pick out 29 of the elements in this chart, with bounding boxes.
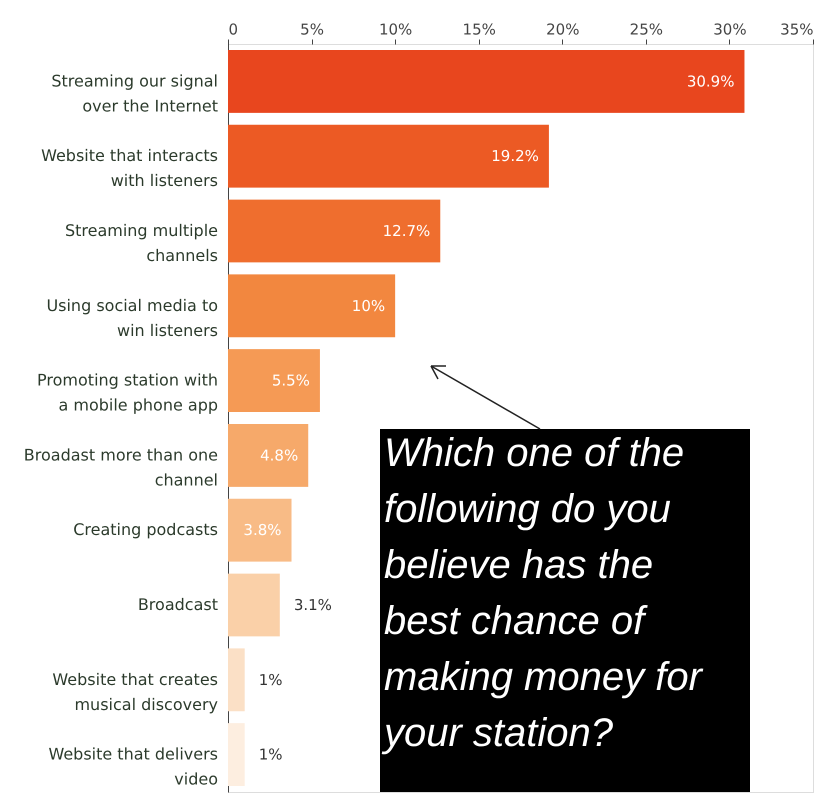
data-label: 3.8% [243,521,282,540]
data-label: 1% [258,670,283,689]
y-tick-label: Streaming our signal over the Internet [51,71,218,116]
y-tick-label: Website that creates musical discovery [52,670,218,714]
y-tick-label: Using social media to win listeners [46,296,218,340]
data-label: 5.5% [272,372,310,390]
y-tick-label: Promoting station with a mobile phone app [37,370,218,415]
data-label: 4.8% [260,446,298,464]
x-tick-label: 30% [713,20,747,38]
y-tick-label: Broadast more than one channel [24,445,218,490]
y-tick-label: Website that delivers video [48,744,218,789]
data-label: 19.2% [491,147,539,166]
data-label: 3.1% [294,596,332,614]
x-tick-label: 15% [462,20,496,38]
x-tick-label: 0 [228,20,238,38]
x-tick-label: 5% [300,20,324,38]
data-label: 10% [352,296,386,315]
y-tick-label: Creating podcasts [73,520,218,540]
x-tick-label: 10% [378,20,412,38]
y-tick-label: Website that interacts with listeners [41,146,218,190]
data-label: 1% [258,746,283,764]
y-tick-label: Broadcast [138,595,218,614]
data-label: 30.9% [686,72,734,90]
x-tick-label: 35% [780,20,814,38]
y-tick-label: Streaming multiple channels [64,221,218,265]
annotation: Which one of the following do you believe has the best chance of making money for your station? [381,431,704,755]
x-tick-label: 25% [630,20,664,38]
x-tick-label: 20% [546,20,580,38]
data-label: 12.7% [382,222,430,240]
